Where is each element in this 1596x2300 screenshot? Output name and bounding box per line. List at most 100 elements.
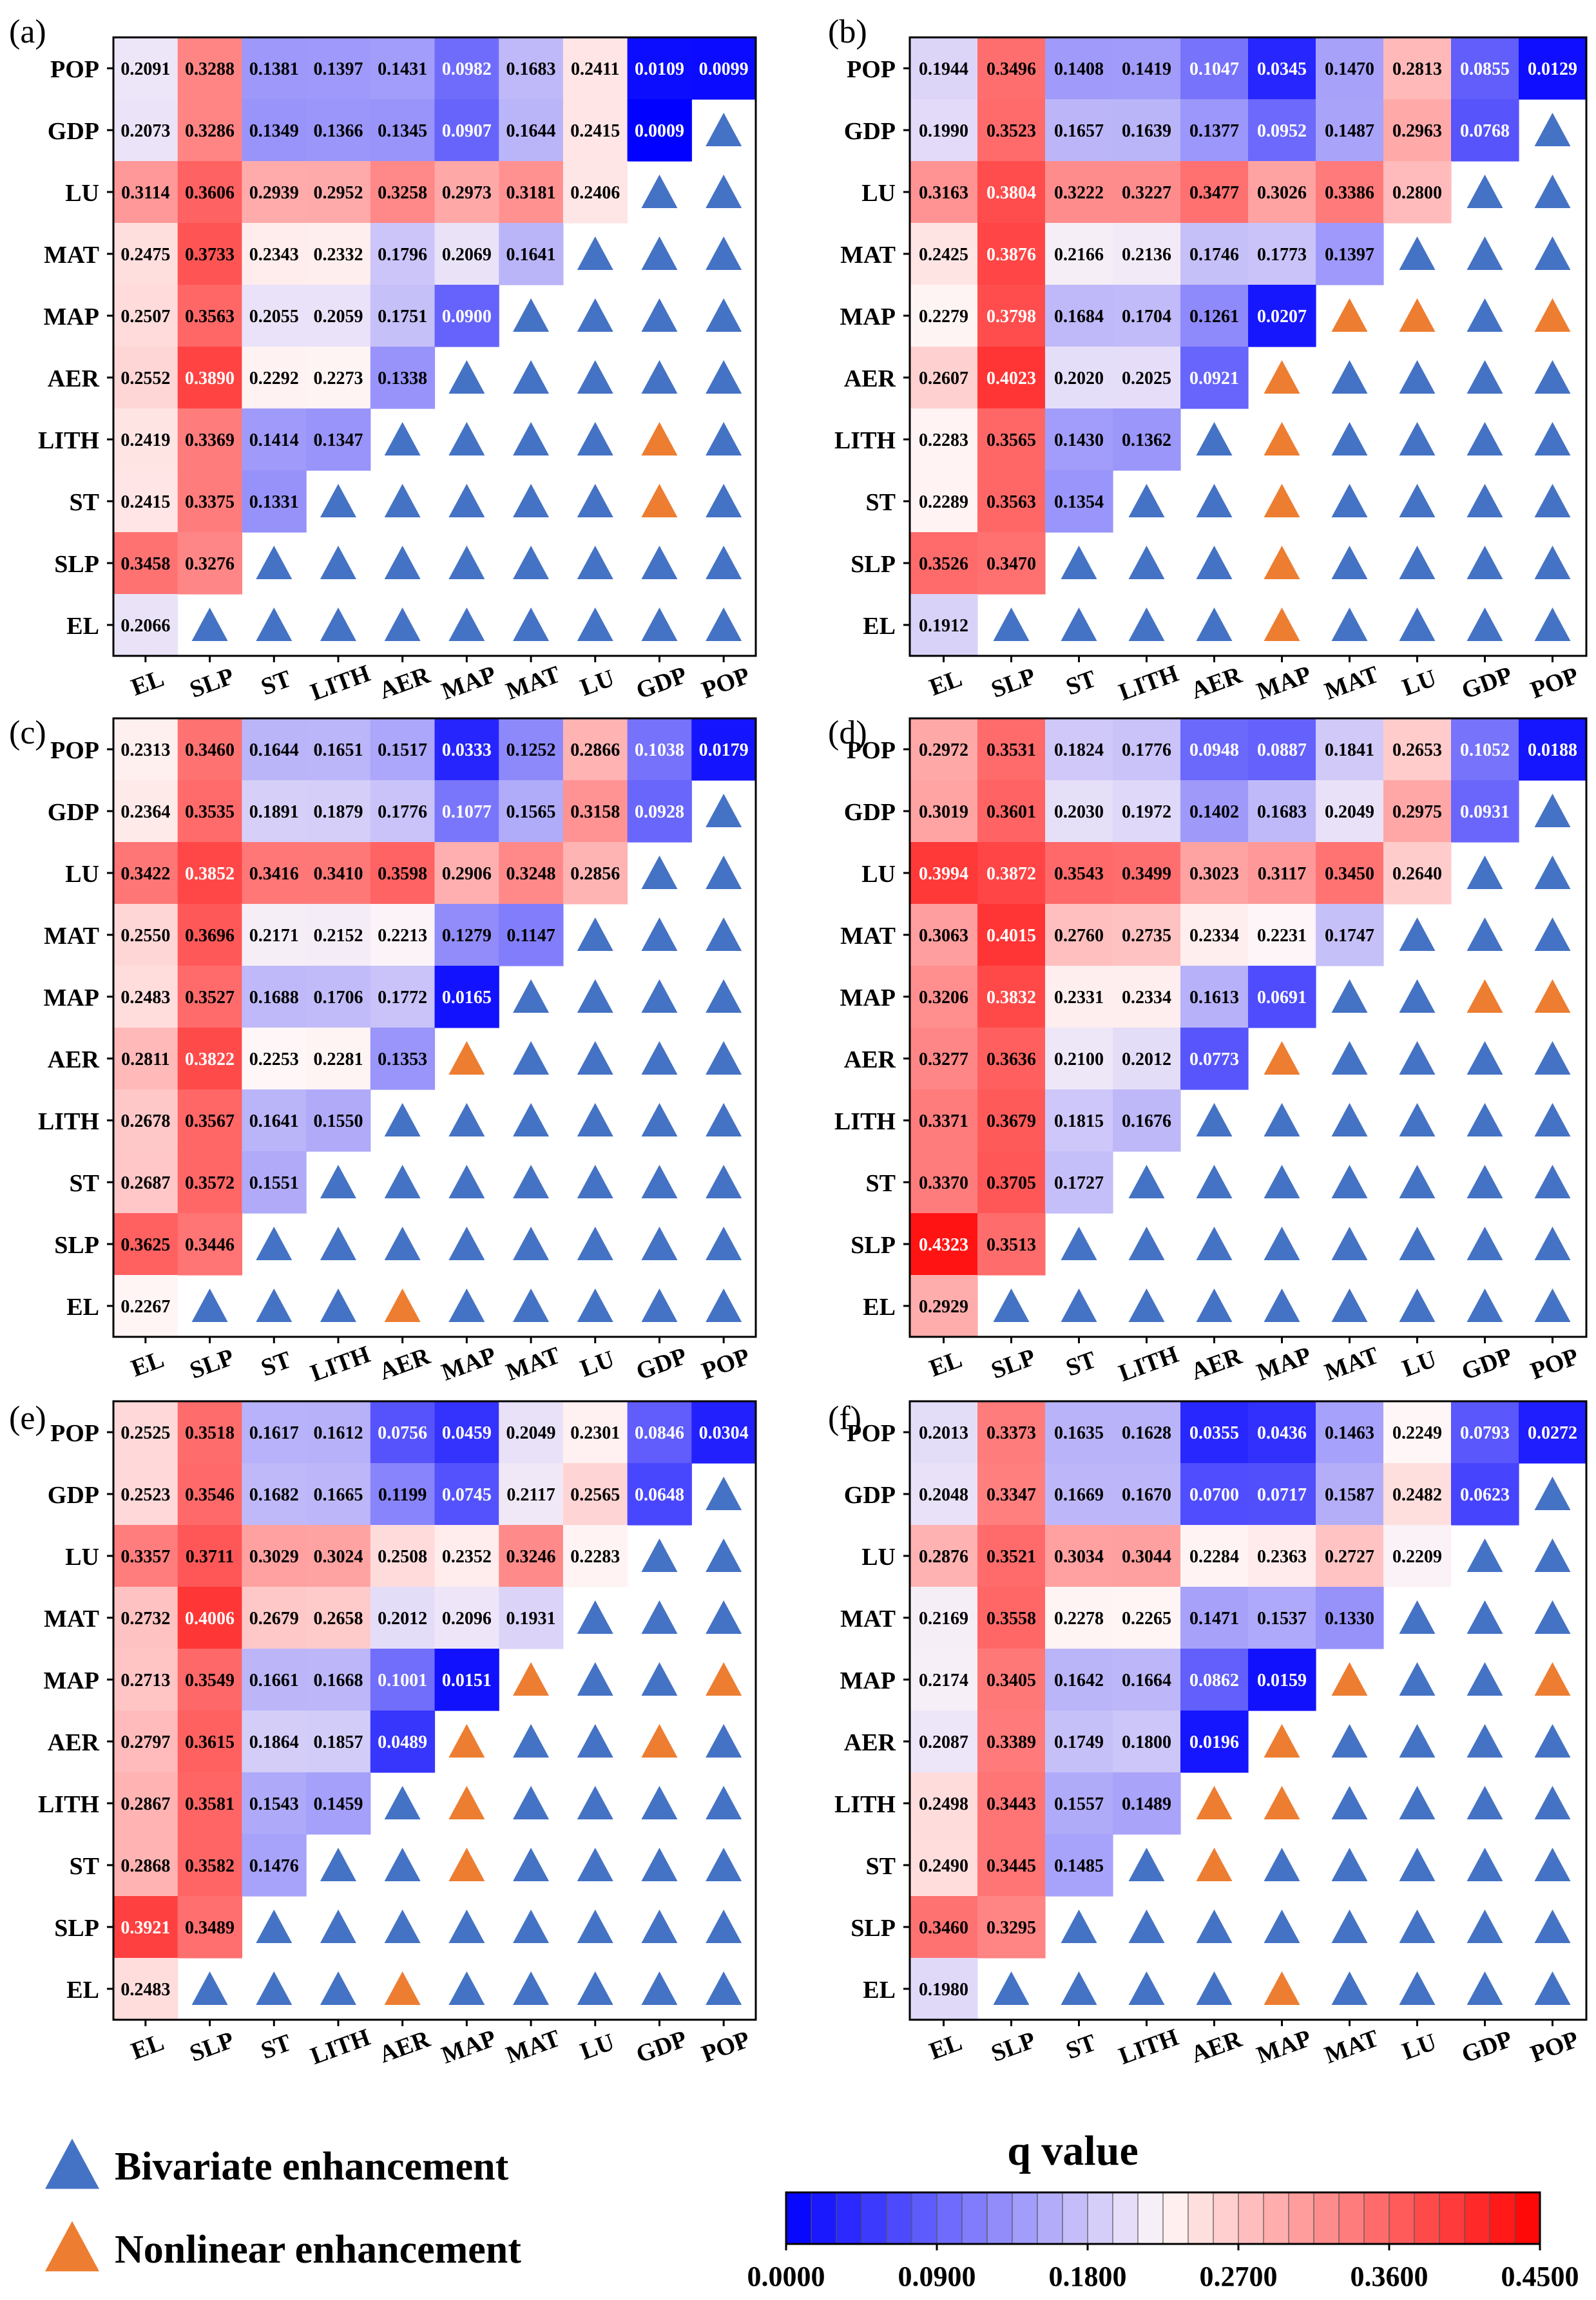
- bivariate-marker: [641, 1910, 678, 1943]
- cell-value: 0.3019: [919, 802, 968, 822]
- cell-value: 0.1651: [313, 740, 363, 760]
- cell-value: 0.3258: [378, 183, 427, 203]
- bivariate-marker: [1399, 608, 1436, 641]
- col-label-mat: MAT: [1321, 661, 1382, 705]
- heatmap-cell: [1045, 1649, 1113, 1711]
- bivariate-marker: [1399, 236, 1436, 270]
- heatmap-cell: [1316, 904, 1384, 966]
- cell-value: 0.1683: [1257, 802, 1307, 822]
- cell-value: 0.3295: [986, 1918, 1036, 1938]
- cell-value: 0.1459: [313, 1794, 363, 1814]
- bivariate-marker: [1466, 1662, 1503, 1696]
- heatmap-cell: [1383, 161, 1452, 224]
- cell-value: 0.1751: [378, 307, 427, 327]
- cell-value: 0.3489: [185, 1918, 235, 1938]
- cell-value: 0.1776: [378, 802, 427, 822]
- heatmap-cell: [1451, 1463, 1519, 1526]
- heatmap-cell: [977, 904, 1046, 966]
- cell-value: 0.2100: [1054, 1049, 1104, 1069]
- bivariate-marker: [1196, 484, 1233, 517]
- bivariate-marker: [513, 422, 550, 455]
- cell-value: 0.2020: [1054, 369, 1104, 388]
- heatmap-cell: [977, 532, 1046, 595]
- cell-value: 0.3606: [185, 183, 235, 203]
- bivariate-marker: [1196, 1971, 1233, 2005]
- heatmap-cell: [1316, 842, 1384, 905]
- bivariate-marker: [513, 1848, 550, 1881]
- bivariate-marker: [1399, 1289, 1436, 1322]
- heatmap-cell: [113, 1028, 178, 1090]
- heatmap-cell: [242, 223, 307, 285]
- nonlinear-marker: [641, 1724, 678, 1758]
- heatmap-cell: [434, 718, 499, 781]
- colorbar-step: [1465, 2192, 1490, 2244]
- cell-value: 0.0459: [442, 1423, 492, 1443]
- col-label-lu: LU: [1399, 664, 1440, 702]
- cell-value: 0.1279: [442, 926, 492, 946]
- heatmap-cell: [1248, 966, 1316, 1028]
- cell-value: 0.3581: [185, 1794, 235, 1814]
- cell-value: 0.1430: [1054, 430, 1104, 450]
- bivariate-marker: [1331, 1165, 1368, 1198]
- cell-value: 0.1749: [1054, 1732, 1104, 1752]
- heatmap-cell: [177, 1834, 242, 1897]
- cell-value: 0.1261: [1189, 307, 1239, 327]
- col-label-pop: POP: [1527, 662, 1582, 704]
- bivariate-marker: [1264, 1227, 1300, 1260]
- bivariate-marker: [1196, 1103, 1233, 1136]
- bivariate-marker: [320, 1227, 356, 1260]
- colorbar-step: [786, 2192, 812, 2244]
- nonlinear-marker: [384, 1971, 421, 2005]
- cell-value: 0.4023: [986, 369, 1036, 388]
- cell-value: 0.2091: [120, 59, 170, 79]
- cell-value: 0.3114: [121, 183, 169, 203]
- row-label-pop: POP: [847, 1420, 896, 1447]
- cell-value: 0.2066: [120, 616, 170, 636]
- cell-value: 0.4006: [185, 1609, 235, 1629]
- col-label-gdp: GDP: [1458, 662, 1516, 705]
- heatmap-cell: [977, 1525, 1046, 1587]
- bivariate-marker: [513, 1289, 550, 1322]
- heatmap-cell: [1383, 1525, 1452, 1587]
- cell-value: 0.1800: [1122, 1732, 1171, 1752]
- heatmap-cell: [1045, 1587, 1113, 1649]
- bivariate-marker: [706, 1971, 742, 2005]
- bivariate-marker: [513, 1041, 550, 1075]
- heatmap-cell: [627, 780, 692, 843]
- cell-value: 0.0717: [1257, 1485, 1307, 1505]
- col-label-pop: POP: [698, 662, 754, 704]
- cell-value: 0.3024: [313, 1547, 363, 1567]
- heatmap-cell: [499, 842, 564, 905]
- heatmap-cell: [977, 223, 1046, 285]
- cell-value: 0.3370: [919, 1173, 968, 1193]
- heatmap-cell: [1113, 904, 1181, 966]
- bivariate-marker: [1061, 1910, 1097, 1943]
- heatmap-cell: [499, 37, 564, 100]
- col-label-st: ST: [1062, 1346, 1100, 1381]
- row-label-slp: SLP: [54, 1232, 99, 1259]
- cell-value: 0.2406: [570, 183, 620, 203]
- bivariate-marker: [1331, 1786, 1368, 1819]
- panel-label: (c): [9, 714, 46, 751]
- bivariate-marker: [1399, 979, 1436, 1013]
- heatmap-cell: [177, 1711, 242, 1773]
- bivariate-marker: [1264, 1848, 1300, 1881]
- colorbar-step: [1364, 2192, 1390, 2244]
- bivariate-marker: [1534, 360, 1571, 394]
- cell-value: 0.3531: [986, 740, 1036, 760]
- cell-value: 0.2301: [570, 1423, 620, 1443]
- panel-frame: [909, 36, 1588, 657]
- row-label-lu: LU: [65, 1544, 99, 1571]
- bivariate-marker: [1196, 1910, 1233, 1943]
- heatmap-cell: [562, 99, 628, 162]
- heatmap-cell: [1180, 1028, 1249, 1090]
- cell-value: 0.3248: [506, 864, 556, 884]
- cell-value: 0.3063: [919, 926, 968, 946]
- cell-value: 0.1644: [249, 740, 299, 760]
- bivariate-marker: [706, 175, 742, 208]
- col-label-el: EL: [128, 1346, 168, 1383]
- heatmap-cell: [434, 1587, 499, 1649]
- cell-value: 0.2906: [442, 864, 492, 884]
- bivariate-marker: [384, 1103, 421, 1136]
- heatmap-cell: [1180, 223, 1249, 285]
